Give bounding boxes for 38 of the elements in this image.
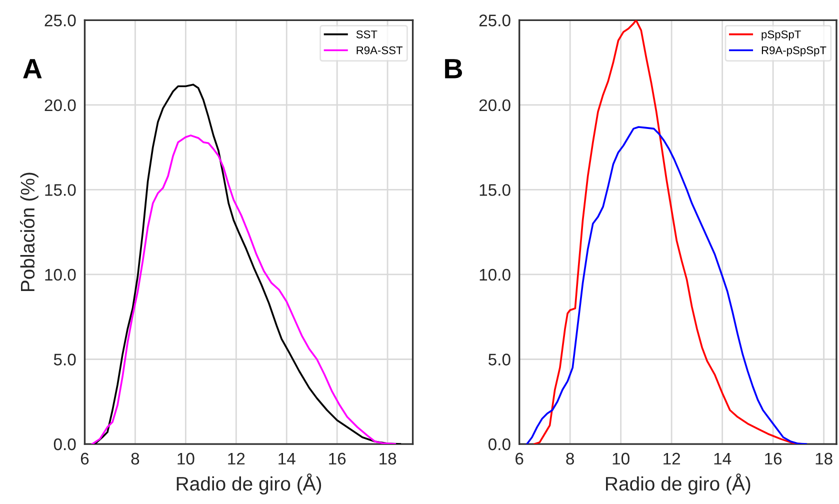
legend-label: R9A-pSpSpT: [762, 46, 826, 56]
x-tick-label: 16: [329, 452, 346, 465]
x-tick-label: 14: [278, 452, 296, 464]
y-tick-label: 20.0: [479, 99, 510, 112]
x-tick-label: 8: [131, 452, 140, 465]
x-tick-label: 12: [228, 452, 245, 464]
legend-label: R9A-SST: [356, 46, 403, 54]
y-tick-label: 10.0: [45, 268, 76, 281]
x-tick-label: 6: [516, 452, 524, 465]
legend-label: pSpSpT: [762, 30, 801, 41]
x-tick-label: 8: [566, 452, 574, 465]
x-tick-label: 6: [80, 452, 89, 465]
y-tick-label: 15.0: [45, 184, 76, 196]
y-tick-label: 5.0: [54, 354, 76, 366]
y-tick-label: 10.0: [480, 268, 510, 281]
x-axis-title: Radio de giro (Å): [606, 473, 750, 495]
x-tick-label: 14: [714, 452, 732, 464]
text: B: [445, 59, 462, 78]
y-axis-title: Población (%): [20, 172, 38, 292]
x-tick-label: 18: [380, 452, 396, 465]
line-series: [91, 134, 396, 444]
x-axis-title: Radio de giro (Å): [176, 473, 322, 495]
y-tick-label: 25.0: [44, 14, 76, 26]
y-tick-label: 20.0: [44, 99, 76, 112]
x-tick-label: 10: [178, 452, 194, 465]
y-tick-label: 0.0: [54, 438, 76, 450]
y-tick-label: 5.0: [488, 354, 510, 366]
line-series: [526, 126, 807, 444]
text: A: [23, 59, 42, 78]
x-tick-label: 10: [612, 452, 630, 465]
y-tick-label: 15.0: [480, 184, 510, 196]
legend-label: SST: [356, 30, 378, 38]
line-series: [94, 84, 402, 444]
y-tick-label: 0.0: [488, 438, 510, 450]
y-tick-label: 25.0: [479, 14, 510, 26]
x-tick-label: 16: [765, 452, 782, 465]
x-tick-label: 18: [816, 452, 832, 465]
x-tick-label: 12: [664, 452, 680, 464]
